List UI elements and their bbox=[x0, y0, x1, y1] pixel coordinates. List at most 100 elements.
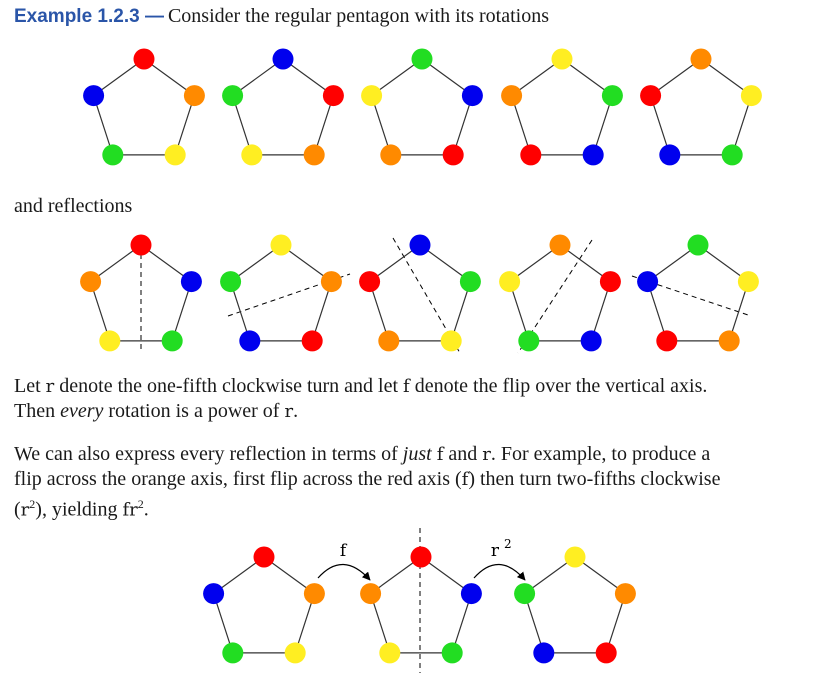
example-label: Example 1.2.3 — bbox=[14, 6, 164, 27]
vertex-yellow bbox=[270, 234, 292, 256]
vertex-blue bbox=[409, 234, 431, 256]
vertex-red bbox=[656, 330, 678, 352]
paragraph-line: Let r denote the one-fifth clockwise tur… bbox=[14, 375, 708, 397]
pentagon-outline bbox=[212, 556, 316, 654]
vertex-orange bbox=[360, 583, 382, 605]
paragraph-line: Then every rotation is a power of r. bbox=[14, 400, 299, 422]
rotations-pentagon-2 bbox=[222, 48, 344, 166]
vertex-red bbox=[442, 144, 464, 166]
vertex-red bbox=[253, 546, 275, 568]
vertex-green bbox=[441, 642, 463, 664]
vertex-red bbox=[133, 48, 155, 70]
vertex-orange bbox=[718, 330, 740, 352]
vertex-green bbox=[459, 271, 481, 293]
reflections-pentagon-2 bbox=[220, 234, 342, 352]
vertex-blue bbox=[582, 144, 604, 166]
vertex-blue bbox=[272, 48, 294, 70]
vertex-green bbox=[687, 234, 709, 256]
paragraph-reflection-example: We can also express every reflection in … bbox=[14, 442, 720, 523]
vertex-orange bbox=[690, 48, 712, 70]
sequence-pentagon-3 bbox=[514, 546, 636, 664]
vertex-yellow bbox=[564, 546, 586, 568]
vertex-red bbox=[301, 330, 323, 352]
vertex-orange bbox=[380, 144, 402, 166]
pentagon-outline bbox=[369, 556, 473, 654]
vertex-red bbox=[599, 271, 621, 293]
vertex-blue bbox=[461, 85, 483, 107]
vertex-yellow bbox=[499, 271, 521, 293]
pentagon-outline bbox=[229, 244, 333, 342]
vertex-orange bbox=[80, 271, 102, 293]
paragraph-line: flip across the orange axis, first flip … bbox=[14, 468, 721, 490]
vertex-green bbox=[161, 330, 183, 352]
vertex-orange bbox=[183, 85, 205, 107]
turn-label: r bbox=[491, 541, 500, 561]
vertex-blue bbox=[580, 330, 602, 352]
paragraph-line: (r2), yielding fr2. bbox=[14, 497, 149, 521]
vertex-yellow bbox=[361, 85, 383, 107]
vertex-orange bbox=[320, 271, 342, 293]
vertex-orange bbox=[303, 144, 325, 166]
vertex-blue bbox=[180, 271, 202, 293]
vertex-yellow bbox=[164, 144, 186, 166]
vertex-blue bbox=[203, 583, 225, 605]
vertex-blue bbox=[239, 330, 261, 352]
arrow-flip bbox=[317, 563, 371, 581]
rotations-pentagon-1 bbox=[83, 48, 205, 166]
vertex-blue bbox=[533, 642, 555, 664]
vertex-blue bbox=[637, 271, 659, 293]
vertex-green bbox=[411, 48, 433, 70]
pentagon-outline bbox=[510, 58, 614, 156]
example-intro-text: Consider the regular pentagon with its r… bbox=[167, 5, 550, 27]
pentagon-outline bbox=[368, 244, 472, 342]
vertex-yellow bbox=[737, 271, 759, 293]
vertex-blue bbox=[659, 144, 681, 166]
sequence-pentagon-1 bbox=[203, 546, 325, 664]
vertex-green bbox=[514, 583, 536, 605]
pentagon-outline bbox=[508, 244, 612, 342]
vertex-yellow bbox=[740, 85, 762, 107]
rotations-pentagon-4 bbox=[501, 48, 623, 166]
arrow-turn bbox=[473, 563, 526, 581]
vertex-blue bbox=[83, 85, 105, 107]
vertex-green bbox=[518, 330, 540, 352]
vertex-green bbox=[601, 85, 623, 107]
vertex-red bbox=[410, 546, 432, 568]
pentagon-outline bbox=[646, 244, 750, 342]
pentagon-outline bbox=[231, 58, 335, 156]
vertex-red bbox=[520, 144, 542, 166]
vertex-red bbox=[130, 234, 152, 256]
axis-orange bbox=[227, 273, 351, 317]
vertex-yellow bbox=[379, 642, 401, 664]
vertex-yellow bbox=[284, 642, 306, 664]
vertex-orange bbox=[614, 583, 636, 605]
vertex-green bbox=[222, 85, 244, 107]
paragraph-rotation-definition: Let r denote the one-fifth clockwise tur… bbox=[14, 374, 707, 424]
vertex-red bbox=[640, 85, 662, 107]
pentagon-outline bbox=[649, 58, 753, 156]
sequence-pentagon-2 bbox=[360, 546, 482, 664]
reflections-pentagon-5 bbox=[637, 234, 759, 352]
pentagon-outline bbox=[523, 556, 627, 654]
vertex-green bbox=[721, 144, 743, 166]
vertex-yellow bbox=[440, 330, 462, 352]
example-heading: Example 1.2.3 — Consider the regular pen… bbox=[14, 5, 549, 28]
reflections-pentagon-4 bbox=[499, 234, 621, 352]
vertex-green bbox=[222, 642, 244, 664]
vertex-green bbox=[220, 271, 242, 293]
rotations-pentagon-3 bbox=[361, 48, 483, 166]
vertex-orange bbox=[501, 85, 523, 107]
vertex-blue bbox=[460, 583, 482, 605]
rotations-pentagon-5 bbox=[640, 48, 762, 166]
vertex-orange bbox=[378, 330, 400, 352]
flip-label: f bbox=[340, 541, 348, 561]
pentagon-outline bbox=[370, 58, 474, 156]
vertex-red bbox=[322, 85, 344, 107]
reflections-pentagon-3 bbox=[359, 234, 481, 352]
vertex-green bbox=[102, 144, 124, 166]
reflections-label: and reflections bbox=[14, 195, 133, 217]
turn-exponent: 2 bbox=[504, 537, 512, 551]
vertex-orange bbox=[549, 234, 571, 256]
